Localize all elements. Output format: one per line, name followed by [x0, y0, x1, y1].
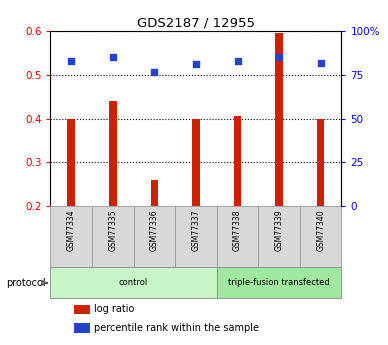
Text: control: control [119, 278, 148, 287]
Bar [192, 119, 200, 206]
Text: GSM77334: GSM77334 [67, 209, 76, 251]
Bar [217, 206, 258, 267]
Bar [317, 119, 324, 206]
Bar [300, 206, 341, 267]
Text: GSM77339: GSM77339 [275, 209, 284, 251]
Text: GSM77336: GSM77336 [150, 209, 159, 251]
Bar [217, 267, 341, 298]
Bar [275, 33, 283, 206]
Bar [175, 206, 217, 267]
Text: GSM77335: GSM77335 [108, 209, 117, 251]
Bar [133, 206, 175, 267]
Point [234, 58, 241, 63]
Text: log ratio: log ratio [94, 304, 135, 314]
Bar [109, 101, 116, 206]
Point [317, 60, 324, 65]
Bar [74, 323, 90, 333]
Text: percentile rank within the sample: percentile rank within the sample [94, 323, 259, 333]
Bar [74, 305, 90, 314]
Text: GSM77338: GSM77338 [233, 209, 242, 250]
Text: triple-fusion transfected: triple-fusion transfected [228, 278, 330, 287]
Bar [68, 119, 75, 206]
Bar [234, 116, 241, 206]
Bar [50, 267, 217, 298]
Point [276, 55, 282, 60]
Point [151, 69, 158, 75]
Text: GSM77340: GSM77340 [316, 209, 325, 251]
Bar [92, 206, 133, 267]
Point [193, 61, 199, 67]
Bar [258, 206, 300, 267]
Text: protocol: protocol [6, 278, 45, 288]
Bar [151, 180, 158, 206]
Title: GDS2187 / 12955: GDS2187 / 12955 [137, 17, 255, 30]
Text: GSM77337: GSM77337 [191, 209, 201, 251]
Point [110, 55, 116, 60]
Bar [50, 206, 92, 267]
Point [68, 58, 74, 63]
